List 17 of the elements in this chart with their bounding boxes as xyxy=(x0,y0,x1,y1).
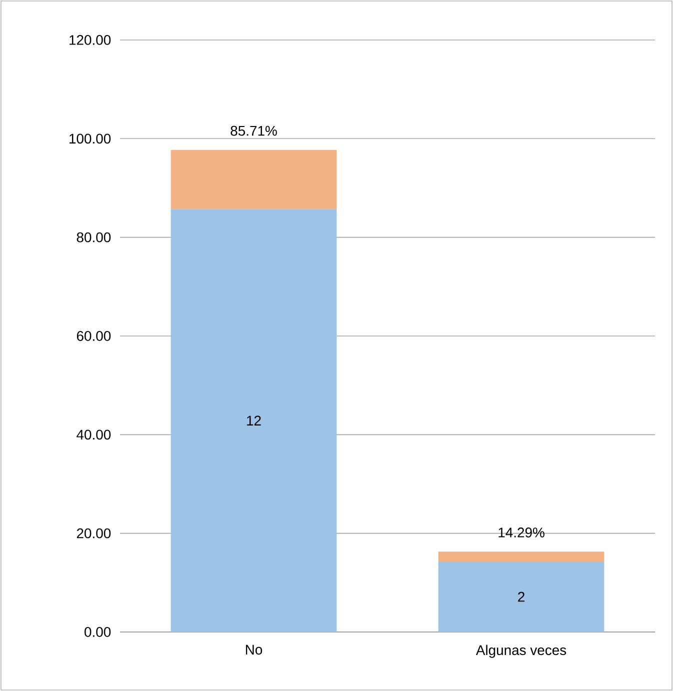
annotation: 2 xyxy=(518,592,524,602)
y-tick-label: 0.00 xyxy=(84,627,111,637)
bar xyxy=(438,552,604,562)
y-tick-label: 40.00 xyxy=(76,430,111,440)
x-tick-label: No xyxy=(246,644,262,655)
annotation: 14.29% xyxy=(498,528,544,538)
annotation: 85.71% xyxy=(230,126,277,136)
bar xyxy=(170,209,337,632)
bar xyxy=(170,150,337,210)
y-tick-label: 60.00 xyxy=(76,331,111,341)
y-tick-label: 100.00 xyxy=(70,134,111,144)
y-tick-label: 80.00 xyxy=(76,232,111,242)
annotation: 12 xyxy=(247,416,261,426)
x-tick-label: Algunas veces xyxy=(476,644,566,658)
y-tick-label: 20.00 xyxy=(76,528,111,538)
bar xyxy=(438,562,604,632)
y-tick-label: 120.00 xyxy=(70,35,111,45)
